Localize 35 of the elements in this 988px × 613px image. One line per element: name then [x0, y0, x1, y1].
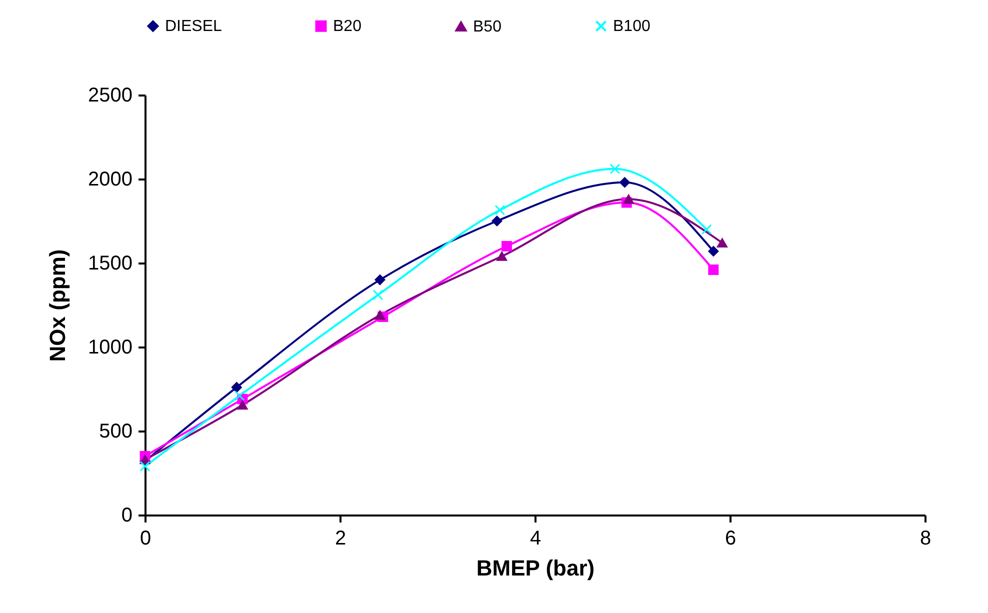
x-tick-label: 8	[920, 528, 932, 550]
legend-label: B100	[613, 18, 650, 36]
x-axis-title: BMEP (bar)	[476, 556, 595, 580]
point	[494, 204, 506, 216]
x-tick-label: 2	[334, 528, 346, 550]
point	[237, 400, 248, 410]
point	[231, 382, 242, 393]
y-tick-label: 2000	[88, 168, 132, 190]
point	[716, 238, 728, 248]
point	[374, 274, 386, 286]
y-tick-label: 2500	[88, 84, 132, 106]
point	[140, 461, 150, 472]
legend-label: B50	[473, 18, 502, 36]
point	[701, 224, 712, 235]
y-tick-label: 500	[99, 420, 132, 442]
legend-label: DIESEL	[165, 18, 222, 36]
x-tick-label: 6	[724, 528, 736, 550]
point	[502, 240, 512, 252]
point	[492, 216, 502, 226]
point	[372, 290, 384, 300]
point	[234, 390, 245, 401]
point	[610, 164, 620, 174]
x-tick-label: 4	[530, 528, 542, 550]
point	[619, 177, 630, 188]
point	[623, 194, 634, 204]
y-tick-label: 1000	[88, 336, 132, 358]
point	[374, 310, 386, 320]
point	[708, 264, 719, 275]
point	[496, 252, 508, 261]
x-tick-label: 0	[140, 528, 152, 550]
legend-label: B20	[333, 18, 362, 36]
y-axis-title: NOx (ppm)	[45, 249, 70, 362]
y-tick-label: 1500	[88, 252, 132, 274]
y-tick-label: 0	[121, 504, 132, 526]
point	[708, 246, 719, 256]
